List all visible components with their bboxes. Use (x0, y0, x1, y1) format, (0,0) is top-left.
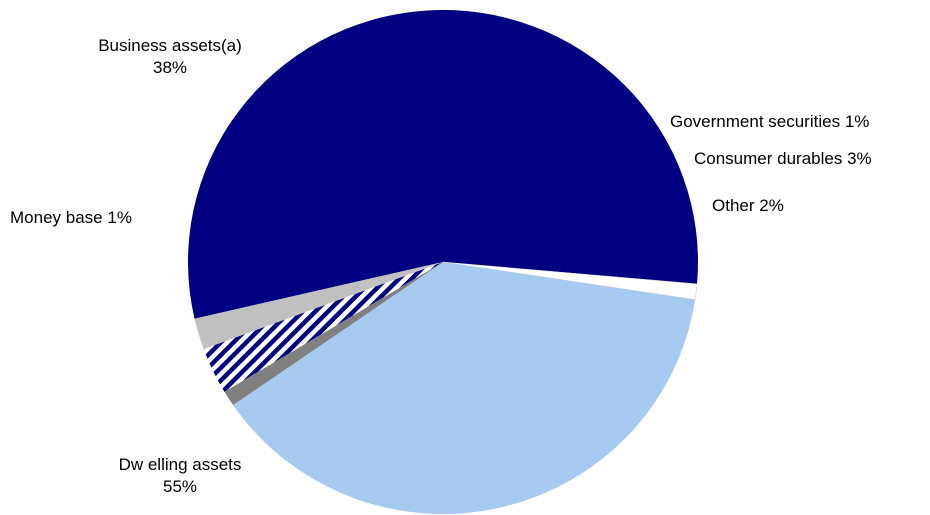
slice-value-money-base: 1% (107, 208, 132, 227)
slice-value-other: 2% (759, 196, 784, 215)
slice-label-government-securities: Government securities 1% (670, 111, 869, 133)
slice-name-money-base: Money base (10, 208, 103, 227)
pie-slice-business-assets-a (233, 262, 696, 514)
slice-label-consumer-durables: Consumer durables 3% (694, 148, 872, 170)
slice-label-money-base: Money base 1% (10, 207, 132, 229)
slice-value-dwelling-assets: 55% (162, 477, 198, 496)
slice-name-consumer-durables: Consumer durables (694, 149, 843, 168)
pie-slice-money-base (442, 261, 698, 301)
slice-label-business-assets: Business assets(a) 38% (70, 35, 270, 79)
slice-label-other: Other 2% (712, 195, 784, 217)
slice-name-dwelling-assets: Dw elling assets (118, 455, 242, 474)
slice-label-dwelling-assets: Dw elling assets 55% (80, 454, 280, 498)
slice-value-consumer-durables: 3% (847, 149, 872, 168)
pie-slice-other (194, 262, 443, 350)
slice-name-business-assets: Business assets(a) (98, 36, 242, 55)
slice-name-other: Other (712, 196, 755, 215)
pie-slice-government-securities (224, 262, 443, 406)
slice-name-government-securities: Government securities (670, 112, 841, 131)
slice-value-government-securities: 1% (844, 112, 870, 131)
slice-value-business-assets: 38% (152, 58, 188, 77)
pie-slices (188, 9, 699, 514)
pie-slice-dw-elling-assets (188, 9, 699, 319)
pie-slice-consumer-durables (203, 262, 443, 392)
